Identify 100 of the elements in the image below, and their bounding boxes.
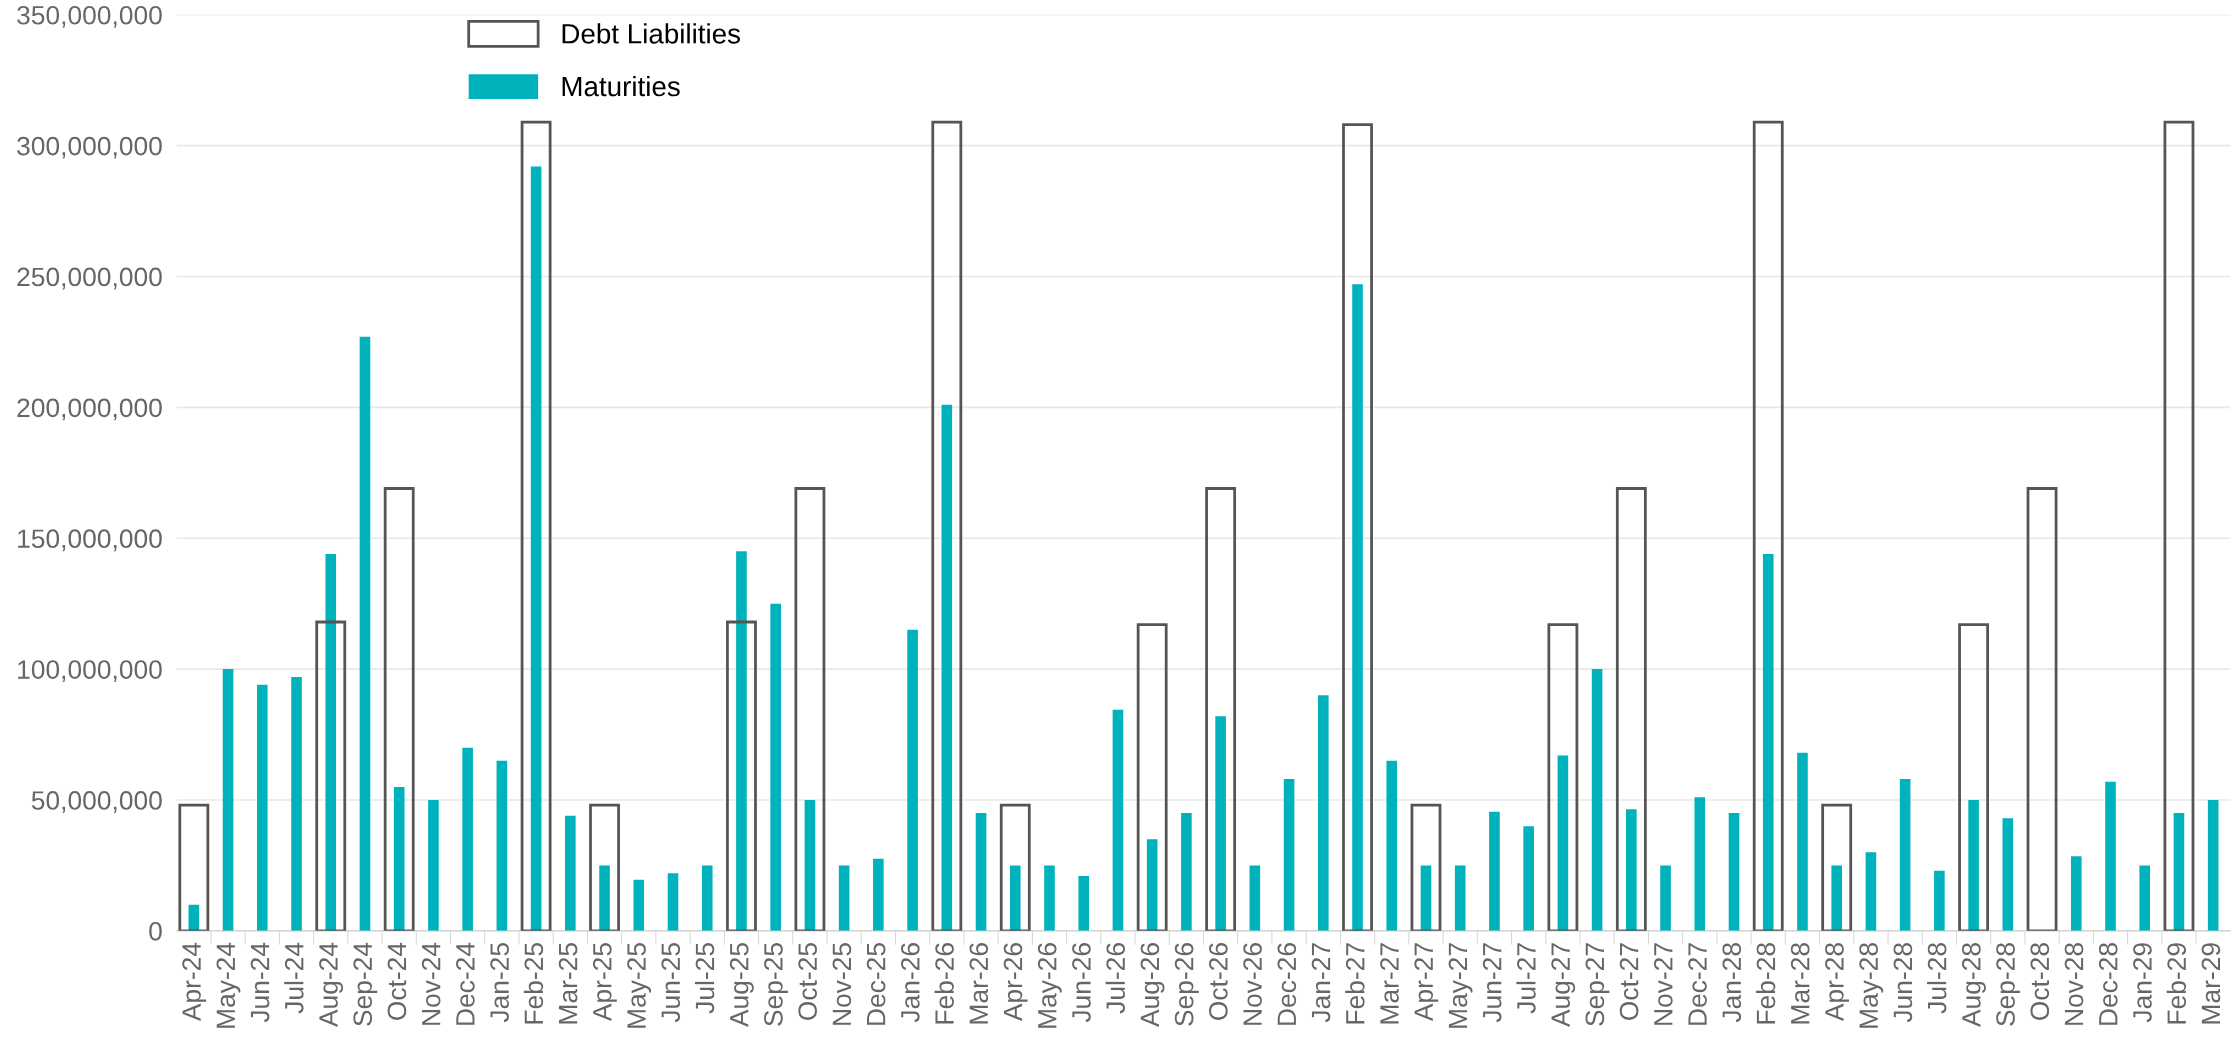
bar	[2070, 856, 2082, 931]
bar	[1591, 669, 1603, 931]
x-tick-label: Aug-24	[319, 942, 344, 1027]
x-tick-label: May-28	[1859, 943, 1884, 1028]
x-tick-label: Sep-27	[1585, 943, 1610, 1026]
y-tick-label: 0	[149, 921, 162, 941]
bar	[1454, 865, 1466, 931]
x-tick-label: Jun-27	[1482, 943, 1502, 1023]
bar	[325, 553, 337, 931]
bar	[359, 336, 371, 931]
bar	[2139, 865, 2151, 931]
x-tick-label: Jul-25	[694, 943, 715, 1014]
x-tick-label: Nov-25	[832, 943, 852, 1025]
x-tick-label: Jun-26	[1072, 943, 1091, 1023]
bar	[1626, 809, 1637, 931]
bar	[1958, 623, 1990, 931]
x-tick-label: Jan-27	[1311, 943, 1331, 1023]
x-tick-label: Jan-26	[900, 943, 920, 1023]
x-tick-label: Nov-27	[1653, 943, 1673, 1025]
bar	[1694, 797, 1706, 931]
x-tick-label: Dec-25	[866, 943, 886, 1025]
bar	[1615, 487, 1647, 931]
x-tick-label: Dec-26	[1277, 943, 1297, 1025]
x-tick-label: Sep-26	[1174, 943, 1199, 1026]
bar	[315, 620, 347, 931]
bar	[1934, 870, 1945, 931]
bar	[1410, 803, 1442, 931]
bar	[462, 747, 473, 931]
bar	[1044, 865, 1055, 931]
bar	[520, 120, 552, 931]
bar	[178, 803, 210, 931]
bar	[941, 404, 953, 931]
bar	[291, 676, 302, 931]
bar	[907, 629, 918, 931]
bar	[1547, 623, 1579, 931]
legend-label: Maturities	[562, 75, 680, 97]
bar	[667, 873, 679, 931]
x-tick-label: Jan-29	[2133, 943, 2152, 1023]
bar	[383, 487, 415, 931]
bar	[1797, 752, 1808, 931]
x-tick-label: May-26	[1037, 943, 1062, 1028]
bar	[1752, 120, 1784, 931]
bar	[1078, 875, 1090, 931]
y-tick-label: 150,000,000	[18, 529, 162, 552]
bar	[1352, 284, 1363, 931]
bar	[2163, 120, 2195, 931]
x-tick-label: Feb-27	[1345, 943, 1365, 1024]
bar	[975, 813, 987, 931]
x-tick-label: Jan-28	[1722, 943, 1742, 1023]
bar	[1112, 709, 1124, 931]
bar	[770, 603, 781, 931]
x-tick-label: Mar-28	[1790, 943, 1810, 1024]
x-tick-label: Feb-28	[1755, 943, 1776, 1024]
x-tick-label: Oct-26	[1209, 943, 1228, 1020]
bar	[1205, 487, 1237, 931]
x-tick-label: May-25	[627, 943, 652, 1028]
x-tick-label: Mar-25	[558, 943, 578, 1024]
y-tick-label: 300,000,000	[17, 136, 162, 159]
y-tick-label: 200,000,000	[17, 398, 162, 421]
bar	[222, 669, 234, 931]
x-tick-label: Jul-27	[1516, 943, 1536, 1014]
bar	[1420, 865, 1432, 931]
bar	[1146, 839, 1158, 931]
x-tick-label: Oct-27	[1619, 943, 1639, 1020]
x-tick-label: Dec-28	[2098, 943, 2118, 1025]
x-tick-label: Apr-27	[1414, 943, 1439, 1022]
bar	[256, 684, 268, 931]
bar	[736, 551, 747, 931]
bar	[1215, 716, 1226, 931]
bar	[599, 865, 610, 931]
x-tick-label: Aug-27	[1551, 943, 1576, 1027]
x-tick-label: Jun-24	[250, 942, 270, 1023]
x-tick-label: Apr-25	[592, 943, 617, 1022]
x-tick-label: Oct-24	[387, 942, 407, 1020]
x-tick-label: Sep-25	[764, 943, 788, 1026]
bar	[701, 865, 713, 931]
bar	[1523, 826, 1534, 931]
x-tick-label: Jul-24	[284, 942, 304, 1014]
x-tick-label: Jan-25	[490, 943, 509, 1023]
bar	[1136, 623, 1168, 931]
bar	[1317, 695, 1329, 931]
x-tick-label: Dec-24	[456, 942, 475, 1025]
bar	[633, 879, 645, 931]
x-tick-label: Apr-24	[182, 942, 207, 1022]
x-tick-label: Mar-27	[1380, 943, 1399, 1024]
bar	[1660, 865, 1671, 931]
bar	[999, 803, 1031, 931]
x-tick-label: Feb-26	[934, 943, 954, 1024]
bar	[428, 799, 439, 931]
bar	[2002, 818, 2014, 931]
bar	[726, 620, 757, 931]
bar	[2105, 781, 2116, 931]
x-tick-label: Apr-28	[1825, 943, 1849, 1022]
y-tick-label: 100,000,000	[18, 660, 162, 683]
bar	[1728, 813, 1740, 931]
x-tick-label: Jun-25	[661, 943, 681, 1023]
bar	[2026, 487, 2058, 931]
x-tick-label: Nov-24	[421, 942, 441, 1025]
x-tick-label: Mar-29	[2201, 943, 2221, 1024]
bar	[1342, 123, 1373, 931]
